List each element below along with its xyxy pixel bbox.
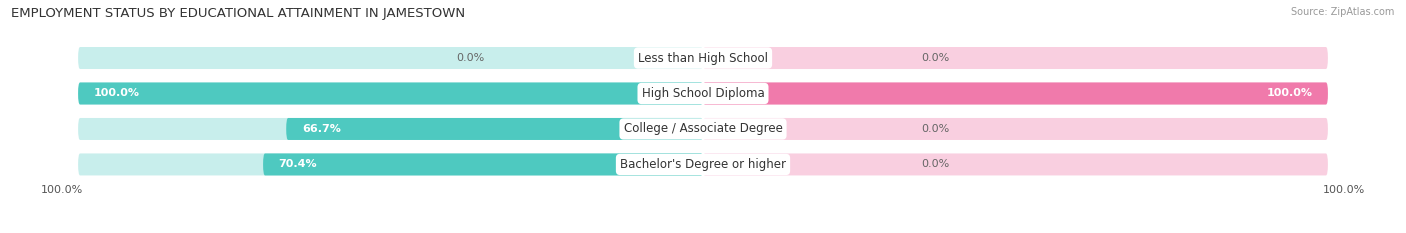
Text: College / Associate Degree: College / Associate Degree — [624, 123, 782, 135]
FancyBboxPatch shape — [263, 154, 703, 175]
Text: EMPLOYMENT STATUS BY EDUCATIONAL ATTAINMENT IN JAMESTOWN: EMPLOYMENT STATUS BY EDUCATIONAL ATTAINM… — [11, 7, 465, 20]
FancyBboxPatch shape — [287, 118, 703, 140]
FancyBboxPatch shape — [79, 82, 703, 104]
Text: 100.0%: 100.0% — [41, 185, 83, 195]
Text: 100.0%: 100.0% — [1323, 185, 1365, 195]
Text: 0.0%: 0.0% — [922, 159, 950, 169]
Text: 66.7%: 66.7% — [302, 124, 340, 134]
FancyBboxPatch shape — [703, 82, 1327, 104]
FancyBboxPatch shape — [79, 82, 703, 104]
Text: 0.0%: 0.0% — [922, 124, 950, 134]
Text: 100.0%: 100.0% — [1267, 89, 1312, 99]
Text: 100.0%: 100.0% — [94, 89, 139, 99]
FancyBboxPatch shape — [79, 47, 703, 69]
Text: Less than High School: Less than High School — [638, 51, 768, 65]
FancyBboxPatch shape — [703, 82, 1327, 104]
Text: Source: ZipAtlas.com: Source: ZipAtlas.com — [1291, 7, 1395, 17]
FancyBboxPatch shape — [79, 118, 703, 140]
FancyBboxPatch shape — [703, 154, 1327, 175]
Text: 0.0%: 0.0% — [456, 53, 484, 63]
FancyBboxPatch shape — [703, 118, 1327, 140]
Text: Bachelor's Degree or higher: Bachelor's Degree or higher — [620, 158, 786, 171]
Text: 0.0%: 0.0% — [922, 53, 950, 63]
Text: 70.4%: 70.4% — [278, 159, 318, 169]
FancyBboxPatch shape — [703, 47, 1327, 69]
FancyBboxPatch shape — [79, 154, 703, 175]
Text: High School Diploma: High School Diploma — [641, 87, 765, 100]
